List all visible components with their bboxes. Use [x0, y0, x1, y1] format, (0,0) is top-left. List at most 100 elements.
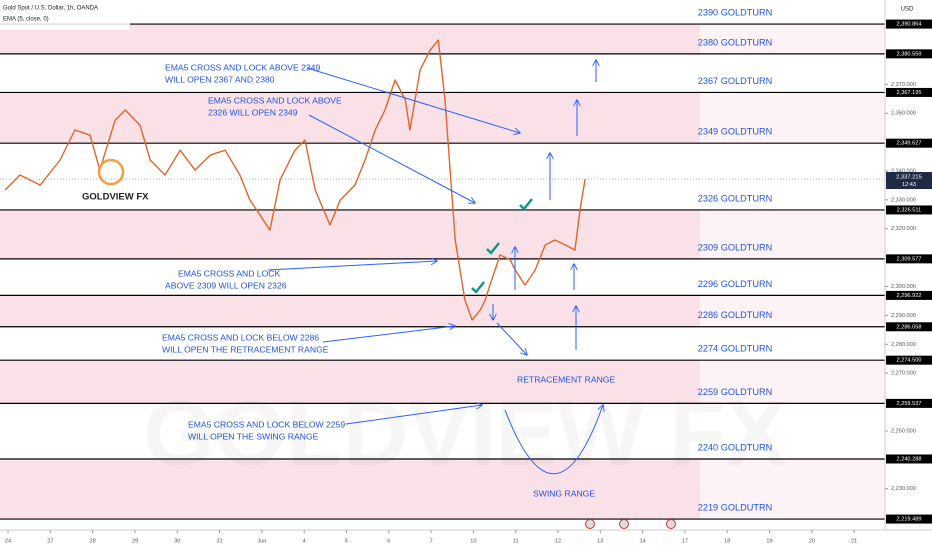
symbol: Gold Spot / U.S. Dollar, 1h, OANDA — [3, 6, 98, 12]
level-axis-box — [886, 355, 932, 365]
annotation: WILL OPEN THE RETRACEMENT RANGE — [162, 344, 329, 354]
x-tick-label: 19 — [766, 538, 772, 544]
price-line — [4, 39, 586, 321]
level-band — [0, 360, 700, 404]
arrow — [496, 322, 527, 355]
level-band-fade — [700, 209, 885, 259]
level-text: 2367 GOLDTURN — [698, 76, 773, 86]
level-axis-box — [886, 49, 932, 59]
level-band-fade — [700, 24, 885, 54]
level-axis-box — [886, 398, 932, 408]
x-tick-label: 29 — [132, 538, 138, 544]
y-tick-label: 2,230.000 — [891, 486, 916, 492]
event-flag — [666, 519, 676, 529]
x-tick-label: 11 — [513, 538, 519, 544]
level-band — [0, 92, 700, 144]
annotation: EMA5 CROSS AND LOCK — [178, 268, 280, 278]
axis-layer: 2,390.864 2,380.559 2,367.195 2,349.627 2,32… — [5, 19, 932, 544]
y-tick-label: 2,340.000 — [891, 168, 916, 174]
level-text: 2240 GOLDTURN — [698, 442, 773, 452]
annotations: EMA5 CROSS AND LOCK ABOVE 2349 WILL OPEN… — [162, 60, 615, 498]
level-axis-label: 2,326.511 — [897, 207, 921, 213]
annotation: EMA5 CROSS AND LOCK ABOVE 2349 — [165, 62, 320, 72]
x-tick-label: 5 — [345, 538, 348, 544]
level-axis-box — [886, 254, 932, 264]
check-mark — [486, 242, 500, 255]
x-tick-label: 13 — [597, 538, 603, 544]
level-axis-label: 2,380.559 — [897, 51, 922, 57]
annotation: EMA5 CROSS AND LOCK ABOVE — [208, 95, 342, 105]
x-tick-label: 24 — [5, 538, 11, 544]
annotation: WILL OPEN THE SWING RANGE — [188, 431, 319, 441]
x-tick-label: Jun — [257, 538, 266, 544]
arrow — [308, 114, 475, 203]
level-axis-label: 2,296.922 — [897, 293, 922, 299]
x-tick-label: 7 — [430, 538, 433, 544]
annotation: ABOVE 2309 WILL OPEN 2326 — [165, 280, 287, 290]
level-axis-box — [886, 205, 932, 215]
check-mark — [471, 281, 485, 294]
x-tick-label: 31 — [216, 538, 222, 544]
y-tick-label: 2,320.000 — [891, 226, 916, 232]
check-mark — [519, 198, 533, 211]
logo: GOLDVIEW FX — [82, 158, 149, 203]
annotation: RETRACEMENT RANGE — [517, 374, 615, 384]
x-tick-label: 17 — [682, 538, 688, 544]
x-tick-label: 14 — [639, 538, 645, 544]
y-tick-label: 2,360.000 — [891, 111, 916, 117]
level-text: 2286 GOLDTURN — [698, 310, 773, 320]
level-axis-label: 2,240.288 — [897, 456, 922, 462]
swing-curve — [504, 405, 603, 475]
level-axis-label: 2,286.058 — [897, 324, 922, 330]
annotation: EMA5 CROSS AND LOCK BELOW 2259 — [188, 419, 345, 429]
logo-icon — [97, 158, 125, 186]
x-tick-label: 18 — [724, 538, 730, 544]
level-axis-box — [886, 87, 932, 97]
level-band-fade — [700, 295, 885, 327]
level-band — [0, 209, 700, 259]
arrow — [306, 67, 520, 133]
level-band-fade — [700, 458, 885, 520]
x-tick-label: 10 — [470, 538, 476, 544]
level-axis-box — [886, 290, 932, 300]
level-axis-label: 2,274.500 — [897, 358, 922, 364]
level-axis-label: 2,309.577 — [897, 256, 922, 262]
level-text: 2326 GOLDTURN — [698, 193, 773, 203]
level-axis-label: 2,219.489 — [897, 517, 922, 523]
annotation: SWING RANGE — [533, 488, 595, 498]
level-band — [0, 458, 700, 520]
arrow — [322, 326, 455, 343]
level-axis-label: 2,367.195 — [897, 90, 922, 96]
y-tick-label: 2,290.000 — [891, 313, 916, 319]
arrow — [267, 261, 437, 271]
logo-text: GOLDVIEW FX — [82, 192, 149, 203]
plot-layer: 2390 GOLDTURN 2380 GOLDTURN 2367 GOLDTURN 2… — [0, 8, 885, 520]
annotation: WILL OPEN 2367 AND 2380 — [165, 74, 275, 84]
y-tick-label: 2,280.000 — [891, 342, 916, 348]
x-tick-label: 6 — [387, 538, 390, 544]
level-axis-box — [886, 19, 932, 29]
level-band-fade — [700, 92, 885, 144]
level-axis-box — [886, 454, 932, 464]
x-tick-label: 28 — [90, 538, 96, 544]
y-tick-label: 2,370.000 — [891, 82, 916, 88]
x-tick-label: 12 — [555, 538, 561, 544]
background-layer — [0, 24, 885, 520]
level-text: 2349 GOLDTURN — [698, 127, 773, 137]
level-axis-label: 2,349.627 — [897, 141, 922, 147]
indicator: EMA (5, close, 0) — [3, 17, 49, 23]
header-bg — [0, 0, 130, 30]
event-flag — [619, 519, 629, 529]
level-text: 2380 GOLDTURN — [698, 37, 773, 47]
level-text: 2219 GOLDUTRN — [698, 502, 773, 512]
annotation: EMA5 CROSS AND LOCK BELOW 2286 — [162, 332, 319, 342]
x-tick-label: 4 — [303, 538, 306, 544]
current-price-time: 12:43 — [902, 182, 916, 188]
level-text: 2296 GOLDTURN — [698, 279, 773, 289]
level-axis-label: 2,259.537 — [897, 401, 922, 407]
current-price-box — [886, 172, 932, 190]
level-band — [0, 295, 700, 327]
level-band-fade — [700, 360, 885, 404]
annotation: 2326 WILL OPEN 2349 — [208, 107, 298, 117]
